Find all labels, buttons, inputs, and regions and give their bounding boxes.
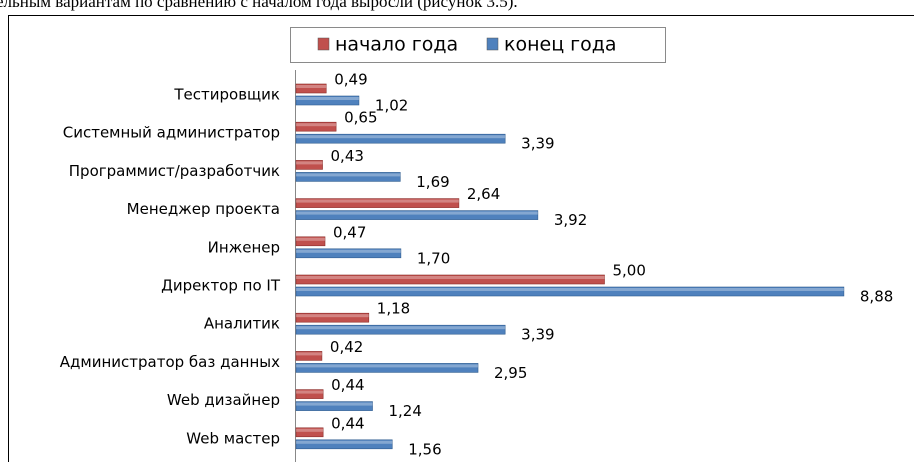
bar-highlight — [296, 161, 323, 165]
data-label: 5,00 — [613, 262, 646, 280]
chart-frame — [8, 15, 914, 462]
bar-highlight — [296, 276, 605, 279]
data-label: 3,92 — [554, 211, 587, 229]
bar-highlight — [296, 288, 844, 291]
data-label: 0,65 — [344, 109, 377, 127]
category-label: Web мастер — [186, 429, 280, 447]
bar — [295, 312, 370, 323]
bar-highlight — [296, 199, 459, 203]
bar — [295, 248, 402, 259]
data-label: 1,02 — [375, 97, 408, 115]
legend-marker — [317, 37, 330, 51]
data-label: 2,64 — [467, 185, 500, 203]
bar — [295, 83, 327, 94]
bar-highlight — [296, 123, 337, 127]
data-label: 0,47 — [333, 223, 366, 241]
bar-highlight — [296, 364, 479, 368]
bar — [295, 286, 845, 297]
category-label: Web дизайнер — [167, 391, 280, 409]
bar — [295, 133, 506, 144]
data-label: 0,49 — [334, 71, 367, 89]
category-label: Директор по IT — [161, 277, 281, 295]
bar — [295, 363, 479, 373]
category-label: Администратор баз данных — [60, 353, 280, 371]
data-label: 3,39 — [521, 326, 554, 344]
data-label: 1,24 — [389, 402, 422, 420]
data-label: 0,43 — [331, 147, 364, 165]
bar-highlight — [296, 173, 401, 177]
bar-highlight — [296, 326, 506, 330]
bar — [295, 198, 460, 208]
bar-highlight — [296, 440, 393, 444]
legend-label: конец года — [504, 34, 617, 56]
data-label: 3,39 — [521, 135, 554, 153]
category-label: Программист/разработчик — [69, 162, 280, 180]
bar — [295, 351, 323, 361]
category-label: Тестировщик — [173, 86, 280, 104]
legend-marker — [486, 37, 499, 51]
category-label: Менеджер проекта — [127, 200, 280, 218]
data-label: 1,18 — [377, 300, 410, 318]
caption: ельным вариантам по сравнению с началом … — [0, 0, 518, 11]
bar — [295, 172, 401, 182]
bar — [295, 427, 324, 438]
bar — [295, 210, 539, 220]
data-label: 1,69 — [416, 173, 449, 191]
bar-highlight — [296, 352, 322, 356]
data-label: 0,44 — [331, 376, 364, 394]
bar-highlight — [296, 402, 373, 406]
bar — [295, 401, 373, 411]
bar — [295, 236, 326, 247]
bar-highlight — [296, 249, 401, 253]
bar — [295, 121, 337, 132]
category-label: Аналитик — [204, 315, 280, 333]
bar-highlight — [296, 390, 324, 394]
bar — [295, 439, 393, 450]
bar-highlight — [296, 211, 538, 215]
category-label: Инженер — [208, 238, 280, 256]
bar-highlight — [296, 314, 369, 318]
data-label: 1,56 — [408, 440, 441, 458]
data-label: 0,42 — [330, 338, 363, 356]
data-label: 1,70 — [417, 249, 450, 267]
bar-highlight — [296, 135, 506, 139]
bar — [295, 274, 605, 285]
bar-highlight — [296, 428, 324, 432]
legend-box — [290, 27, 666, 63]
category-label: Системный администратор — [63, 124, 280, 142]
legend-label: начало года — [335, 34, 458, 56]
bar-highlight — [296, 237, 325, 241]
data-label: 8,88 — [860, 288, 893, 306]
bar — [295, 389, 324, 399]
bar — [295, 324, 506, 335]
bar — [295, 95, 360, 106]
bar-highlight — [296, 85, 327, 88]
bar — [295, 160, 323, 170]
data-label: 2,95 — [494, 364, 527, 382]
bar-highlight — [296, 97, 359, 100]
data-label: 0,44 — [331, 414, 364, 432]
